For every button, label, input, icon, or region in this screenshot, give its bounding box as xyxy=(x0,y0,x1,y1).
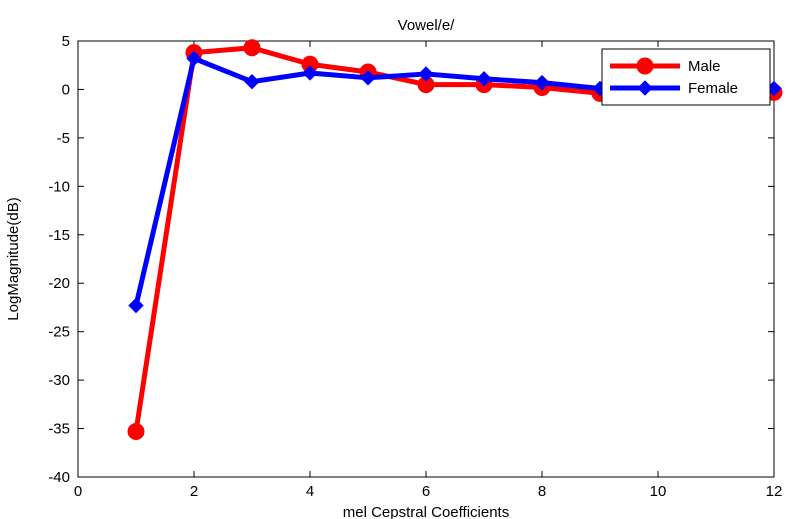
legend-label-female: Female xyxy=(688,80,738,97)
data-point-female xyxy=(186,50,202,67)
y-tick-label: -40 xyxy=(48,469,70,486)
y-tick-label: -15 xyxy=(48,227,70,244)
y-tick-label: -20 xyxy=(48,275,70,292)
y-tick-label: -25 xyxy=(48,324,70,341)
data-point-male xyxy=(127,422,145,440)
data-point-female xyxy=(534,74,550,91)
x-tick-label: 8 xyxy=(538,483,546,500)
x-axis-title: mel Cepstral Coefficients xyxy=(343,504,509,519)
x-tick-label: 10 xyxy=(650,483,667,500)
y-tick-label: 5 xyxy=(62,33,70,50)
legend-label-male: Male xyxy=(688,58,721,75)
data-point-male xyxy=(243,39,261,57)
data-point-female xyxy=(128,297,144,314)
data-point-female xyxy=(244,73,260,90)
y-tick-label: -10 xyxy=(48,178,70,195)
data-point-female xyxy=(360,70,376,86)
y-tick-label: -30 xyxy=(48,372,70,389)
legend-marker-female xyxy=(637,80,653,96)
data-point-female xyxy=(476,71,492,87)
data-point-female xyxy=(418,66,434,82)
y-axis-title: LogMagnitude(dB) xyxy=(5,197,22,320)
axis-ticks xyxy=(77,40,775,478)
legend: Male Female xyxy=(601,48,771,106)
chart-title: Vowel/e/ xyxy=(398,17,456,34)
x-tick-label: 6 xyxy=(422,483,430,500)
x-tick-label: 0 xyxy=(74,483,82,500)
x-tick-label: 4 xyxy=(306,483,314,500)
x-tick-label: 12 xyxy=(766,483,783,500)
plot-area xyxy=(77,40,775,478)
y-tick-label: -35 xyxy=(48,421,70,438)
y-tick-label: 0 xyxy=(62,81,70,98)
data-point-female xyxy=(302,65,318,81)
legend-marker-male xyxy=(636,57,654,75)
legend-box xyxy=(601,48,771,106)
y-tick-label: -5 xyxy=(57,130,70,147)
x-tick-label: 2 xyxy=(190,483,198,500)
tick-labels: 0 2 4 6 8 10 12 5 0 -5 -10 -15 -20 -25 -30 -35 -40 xyxy=(48,33,782,500)
